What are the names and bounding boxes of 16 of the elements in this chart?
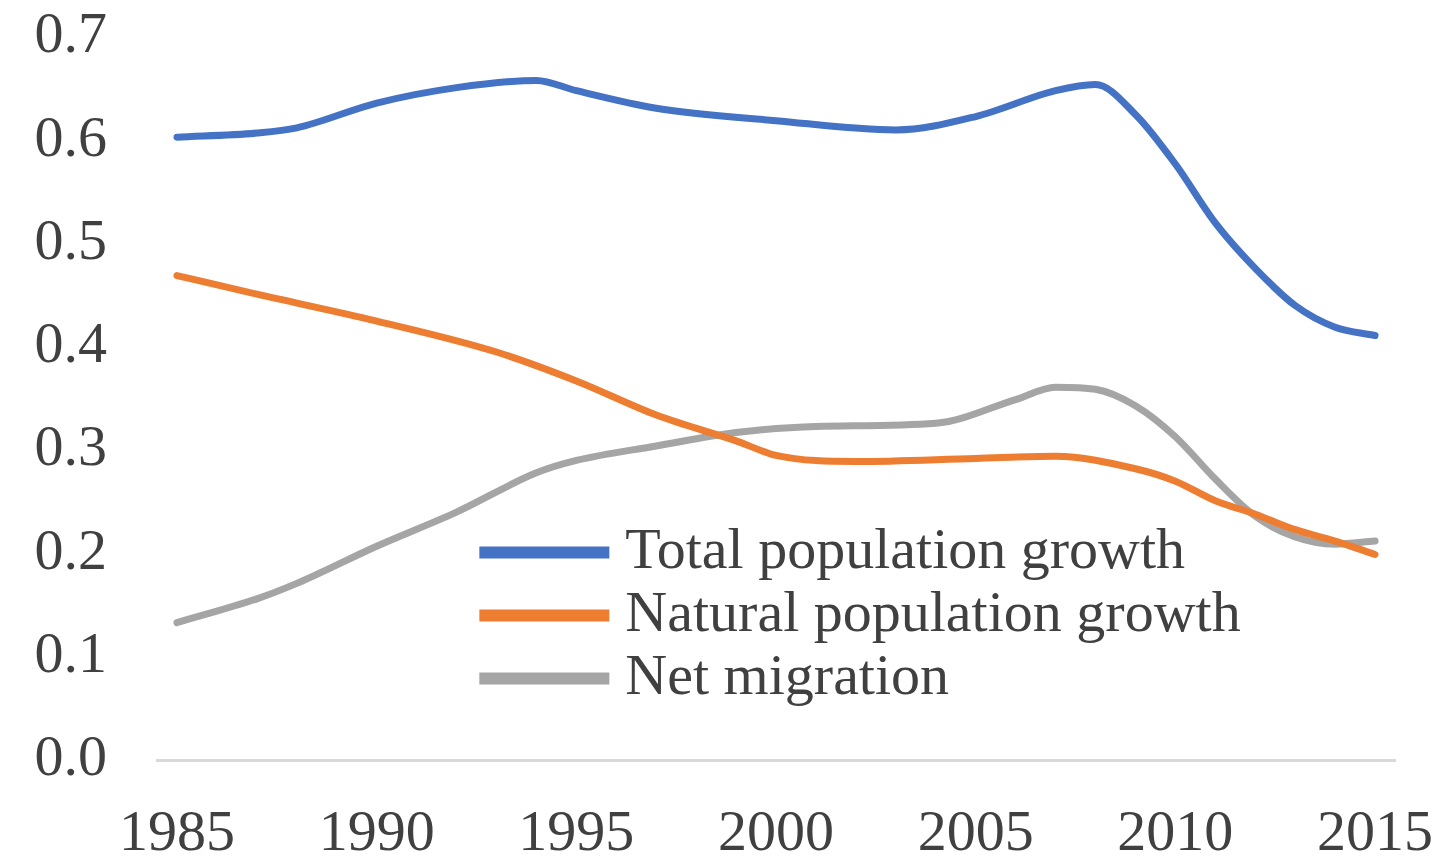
y-tick-label: 0.5 [34,206,107,272]
y-tick-label: 0.6 [34,103,107,169]
x-tick-label: 2005 [917,798,1034,862]
y-tick-label: 0.2 [34,516,107,582]
x-tick-label: 1985 [118,798,235,862]
x-tick-label: 1990 [318,798,435,862]
y-tick-label: 0.4 [34,310,107,376]
x-tick-label: 1995 [518,798,635,862]
x-tick-label: 2015 [1317,798,1434,862]
y-tick-label: 0.7 [34,0,107,66]
y-tick-label: 0.3 [34,413,107,479]
x-tick-label: 2010 [1117,798,1234,862]
y-tick-label: 0.1 [34,619,107,685]
y-tick-label: 0.0 [34,723,107,789]
legend-label: Total population growth [625,515,1186,581]
x-tick-label: 2000 [718,798,834,862]
